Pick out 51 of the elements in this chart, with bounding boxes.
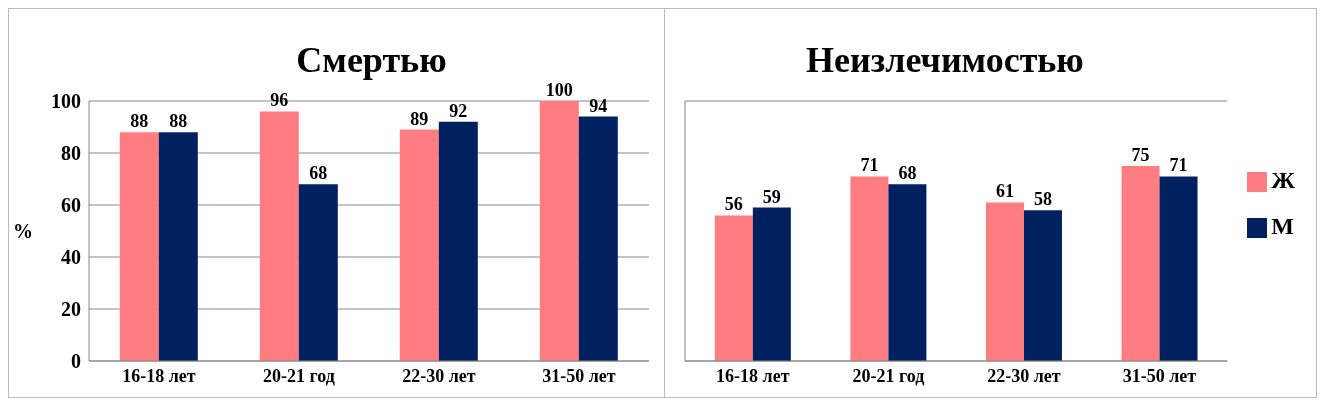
bar bbox=[158, 132, 198, 361]
bar bbox=[539, 101, 579, 361]
x-tick-label: 20-21 год bbox=[263, 365, 335, 386]
data-label: 68 bbox=[898, 163, 917, 184]
legend-label: Ж bbox=[1271, 167, 1295, 193]
bar bbox=[888, 184, 927, 361]
bar bbox=[985, 202, 1024, 361]
x-tick-label: 22-30 лет bbox=[402, 365, 476, 386]
data-label: 92 bbox=[449, 100, 468, 121]
bar bbox=[438, 121, 478, 361]
bar bbox=[1023, 210, 1062, 361]
y-tick-label: 100 bbox=[51, 90, 81, 113]
data-label: 88 bbox=[130, 111, 149, 132]
bar bbox=[850, 176, 889, 361]
x-tick-label: 20-21 год bbox=[852, 365, 925, 386]
y-tick-label: 20 bbox=[61, 298, 81, 321]
bar bbox=[259, 111, 299, 361]
chart-title: Неизлечимостью bbox=[805, 39, 1085, 81]
bar bbox=[714, 215, 753, 361]
bar bbox=[578, 116, 618, 361]
bar bbox=[399, 129, 439, 361]
chart-title: Смертью bbox=[295, 39, 448, 81]
data-label: 100 bbox=[545, 80, 573, 100]
x-tick-label: 16-18 лет bbox=[122, 365, 196, 386]
data-label: 71 bbox=[860, 155, 879, 176]
bar bbox=[298, 184, 338, 361]
legend-label: М bbox=[1271, 213, 1294, 239]
y-tick-label: 80 bbox=[61, 142, 81, 165]
data-label: 71 bbox=[1169, 155, 1188, 176]
data-label: 88 bbox=[169, 111, 188, 132]
x-tick-label: 31-50 лет bbox=[1122, 365, 1197, 386]
x-tick-label: 22-30 лет bbox=[987, 365, 1061, 386]
x-tick-label: 31-50 лет bbox=[542, 365, 616, 386]
bar bbox=[1121, 166, 1160, 361]
data-label: 56 bbox=[724, 194, 743, 215]
data-label: 61 bbox=[995, 181, 1014, 202]
y-axis-title: % bbox=[13, 220, 33, 243]
x-tick-label: 16-18 лет bbox=[716, 365, 790, 386]
bar bbox=[1159, 176, 1198, 361]
data-label: 75 bbox=[1131, 145, 1150, 165]
data-label: 89 bbox=[410, 108, 429, 129]
data-label: 96 bbox=[270, 90, 289, 111]
data-label: 94 bbox=[589, 95, 608, 116]
y-tick-label: 40 bbox=[61, 246, 81, 269]
bar bbox=[119, 132, 159, 361]
data-label: 68 bbox=[309, 163, 328, 184]
bar bbox=[752, 207, 791, 361]
y-tick-label: 0 bbox=[71, 350, 81, 373]
y-tick-label: 60 bbox=[61, 194, 81, 217]
data-label: 59 bbox=[762, 186, 781, 207]
data-label: 58 bbox=[1033, 189, 1052, 210]
